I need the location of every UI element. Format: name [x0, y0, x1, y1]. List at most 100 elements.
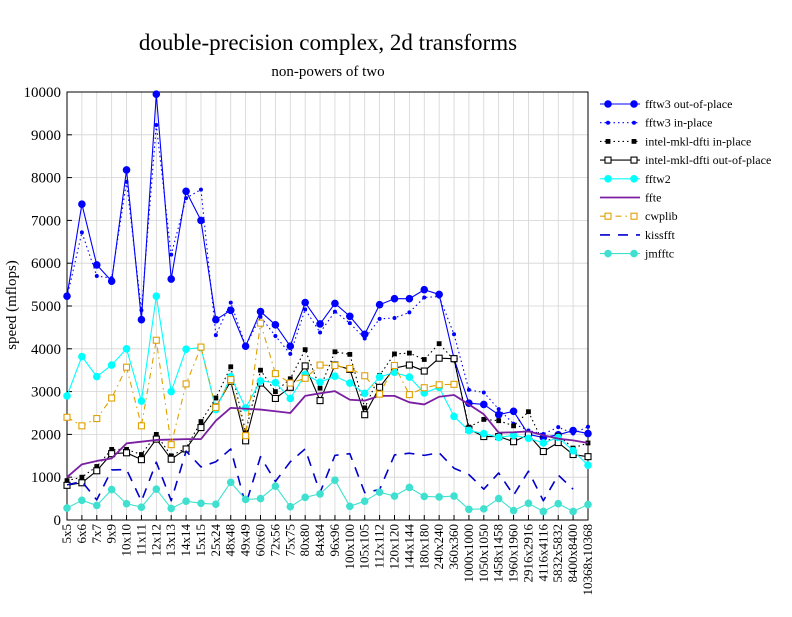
data-point	[63, 413, 71, 421]
data-point	[226, 478, 235, 487]
x-tick-label: 144x144	[401, 524, 416, 570]
legend-swatch-marker	[630, 156, 638, 164]
data-point	[331, 372, 339, 380]
data-point	[139, 308, 144, 313]
y-tick-label: 1000	[31, 470, 61, 486]
data-point	[122, 449, 131, 457]
legend-label: ffte	[645, 191, 661, 205]
data-point	[303, 307, 308, 312]
legend-item-fftw3-out-of-place: fftw3 out-of-place	[600, 97, 732, 111]
chart-title: double-precision complex, 2d transforms	[139, 30, 517, 55]
data-point	[377, 316, 382, 321]
data-point	[198, 419, 204, 424]
data-point	[405, 391, 413, 399]
data-point	[331, 299, 339, 308]
data-point	[422, 295, 427, 300]
data-point	[92, 261, 101, 269]
data-point	[93, 415, 101, 423]
data-point	[109, 446, 115, 452]
y-tick-label: 5000	[31, 299, 61, 315]
data-point	[153, 432, 159, 437]
data-point	[213, 333, 218, 338]
legend-label: fftw2	[645, 172, 671, 186]
x-tick-label: 4116x4116	[535, 524, 550, 582]
legend-swatch-marker	[630, 249, 638, 258]
data-point	[480, 400, 488, 409]
legend-item-jmfftc: jmfftc	[600, 247, 674, 261]
legend-swatch-marker	[604, 175, 612, 183]
data-point	[494, 433, 503, 442]
data-point	[405, 294, 414, 303]
y-tick-label: 4000	[31, 342, 61, 358]
data-point	[258, 367, 263, 373]
x-tick-label: 180x180	[416, 524, 431, 570]
data-point	[137, 315, 146, 324]
y-tick-label: 8000	[31, 171, 61, 187]
legend-item-intel-mkl-dfti-in-place: intel-mkl-dfti in-place	[600, 134, 751, 148]
data-point	[302, 347, 308, 353]
data-point	[584, 500, 592, 509]
data-point	[375, 300, 384, 309]
x-tick-label: 48x48	[223, 524, 238, 557]
data-point	[139, 452, 144, 457]
series-jmfftc	[63, 476, 592, 516]
data-point	[511, 423, 516, 429]
data-point	[435, 381, 443, 389]
data-point	[94, 464, 100, 469]
data-point	[228, 300, 233, 305]
data-point	[286, 379, 294, 387]
legend-label: intel-mkl-dfti out-of-place	[645, 153, 771, 167]
data-point	[228, 364, 234, 370]
legend-item-intel-mkl-dfti-out-of-place: intel-mkl-dfti out-of-place	[600, 153, 771, 167]
series-layer	[63, 90, 592, 516]
x-tick-label: 49x49	[238, 524, 253, 557]
x-tick-label: 240x240	[431, 524, 446, 570]
legend-item-fftw3-in-place: fftw3 in-place	[600, 116, 712, 130]
x-tick-label: 11x11	[133, 524, 148, 556]
data-point	[480, 505, 488, 513]
legend-swatch-marker	[630, 100, 638, 108]
data-point	[301, 298, 309, 307]
x-tick-label: 8400x8400	[565, 524, 580, 583]
x-tick-label: 5x5	[59, 524, 74, 544]
x-tick-label: 84x84	[312, 524, 327, 557]
plot-frame	[66, 91, 589, 521]
legend-swatch-marker	[604, 249, 612, 258]
series-line	[66, 343, 589, 482]
data-point	[301, 374, 309, 382]
x-tick-label: 13x13	[163, 524, 178, 557]
data-point	[256, 319, 265, 327]
data-point	[375, 373, 384, 381]
data-point	[316, 397, 324, 405]
data-point	[571, 431, 576, 436]
legend-swatch-marker	[604, 212, 612, 220]
data-point	[420, 367, 428, 375]
axes: 0 1000 2000 3000 4000 5000 6000 7000 8000 9000 100…	[24, 85, 596, 596]
legend-swatch-marker	[631, 139, 637, 144]
data-point	[271, 321, 280, 329]
data-point	[481, 390, 486, 395]
y-tick-label: 2000	[31, 427, 61, 443]
data-point	[64, 478, 70, 484]
data-point	[362, 405, 368, 411]
x-tick-label: 1000x1000	[461, 524, 476, 583]
data-point	[287, 376, 293, 382]
data-point	[435, 354, 443, 362]
x-tick-label: 100x100	[342, 524, 357, 570]
data-point	[184, 196, 189, 201]
data-point	[407, 310, 412, 315]
data-point	[154, 122, 159, 127]
data-point	[212, 403, 220, 411]
data-point	[213, 395, 219, 401]
data-point	[197, 499, 205, 508]
data-point	[376, 383, 384, 391]
data-point	[569, 507, 577, 516]
y-tick-label: 9000	[31, 128, 61, 144]
data-point	[137, 503, 146, 511]
data-point	[509, 506, 518, 515]
legend-label: fftw3 in-place	[645, 116, 712, 130]
data-point	[78, 496, 86, 505]
x-tick-label: 2916x2916	[520, 524, 535, 583]
x-tick-label: 15x15	[193, 524, 208, 557]
